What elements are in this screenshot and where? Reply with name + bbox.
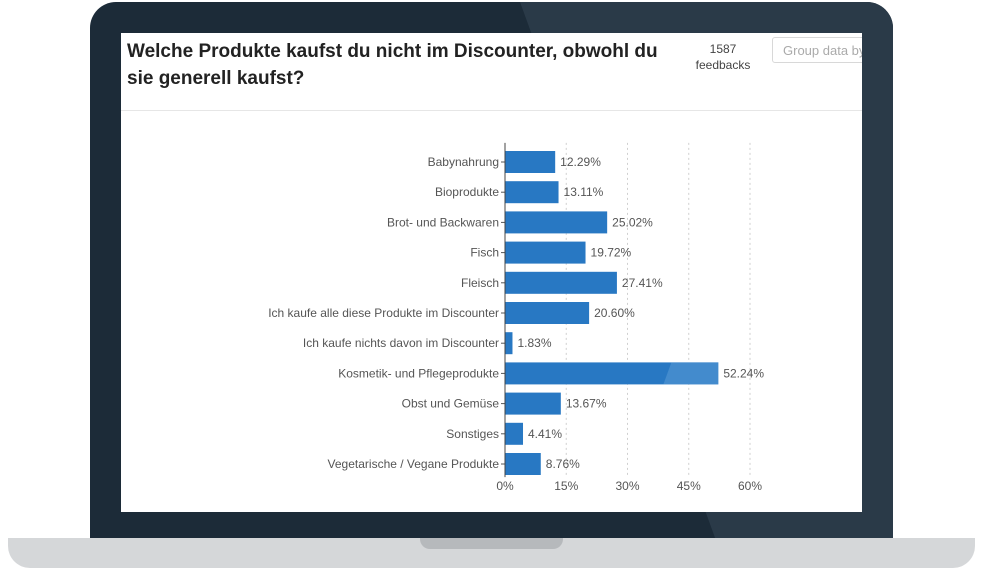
category-label: Kosmetik- und Pflegeprodukte bbox=[338, 366, 499, 380]
feedback-count-value: 1587 bbox=[709, 42, 737, 56]
panel-header: Welche Produkte kaufst du nicht im Disco… bbox=[121, 33, 862, 111]
bar-value-label: 52.24% bbox=[723, 366, 764, 380]
category-label: Bioprodukte bbox=[435, 185, 499, 199]
bar bbox=[505, 211, 608, 234]
bar-value-label: 25.02% bbox=[612, 215, 653, 229]
x-tick-label: 45% bbox=[677, 479, 701, 493]
bar-value-label: 19.72% bbox=[591, 246, 632, 260]
bar-value-label: 1.83% bbox=[517, 336, 551, 350]
bar-value-label: 4.41% bbox=[528, 427, 562, 441]
bar bbox=[505, 453, 541, 475]
survey-panel: Welche Produkte kaufst du nicht im Disco… bbox=[121, 33, 862, 512]
category-label: Fleisch bbox=[461, 276, 499, 290]
bar bbox=[505, 181, 559, 204]
bar-value-label: 20.60% bbox=[594, 306, 635, 320]
category-label: Obst und Gemüse bbox=[402, 397, 500, 411]
axis-layer: Babynahrung Bioprodukte Brot- und Backware… bbox=[268, 142, 762, 493]
bar bbox=[505, 392, 561, 415]
feedback-counter: 1587 feedbacks bbox=[692, 41, 754, 73]
laptop-notch bbox=[420, 538, 563, 549]
grid-layer bbox=[565, 142, 751, 478]
bar bbox=[505, 151, 556, 173]
bar bbox=[505, 362, 719, 385]
bar-value-label: 12.29% bbox=[560, 155, 601, 169]
category-label: Sonstiges bbox=[446, 427, 499, 441]
feedback-count-label: feedbacks bbox=[695, 58, 751, 72]
category-label: Vegetarische / Vegane Produkte bbox=[328, 457, 500, 471]
group-data-input[interactable] bbox=[772, 37, 862, 63]
bar-highlight bbox=[663, 362, 719, 385]
bar bbox=[505, 271, 617, 294]
bar-value-label: 13.67% bbox=[566, 397, 607, 411]
bar-layer: 12.29% 13.11% 25.02% 19.72% 27.41% 20.60% 1.83… bbox=[505, 151, 764, 475]
category-label: Ich kaufe alle diese Produkte im Discoun… bbox=[268, 306, 499, 320]
category-label: Ich kaufe nichts davon im Discounter bbox=[303, 336, 499, 350]
bar-value-label: 8.76% bbox=[546, 457, 580, 471]
x-tick-label: 15% bbox=[554, 479, 578, 493]
bar bbox=[505, 302, 590, 324]
bar bbox=[505, 332, 513, 355]
x-tick-label: 30% bbox=[615, 479, 639, 493]
x-tick-label: 0% bbox=[496, 479, 514, 493]
category-label: Babynahrung bbox=[428, 155, 499, 169]
category-label: Fisch bbox=[470, 246, 499, 260]
question-title: Welche Produkte kaufst du nicht im Disco… bbox=[127, 41, 658, 89]
bar-chart: 12.29% 13.11% 25.02% 19.72% 27.41% 20.60% 1.83… bbox=[268, 142, 764, 493]
bar bbox=[505, 422, 524, 445]
bar bbox=[505, 241, 586, 264]
bar-value-label: 27.41% bbox=[622, 276, 663, 290]
bar-value-label: 13.11% bbox=[564, 185, 604, 199]
category-label: Brot- und Backwaren bbox=[387, 215, 499, 229]
x-tick-label: 60% bbox=[738, 479, 762, 493]
